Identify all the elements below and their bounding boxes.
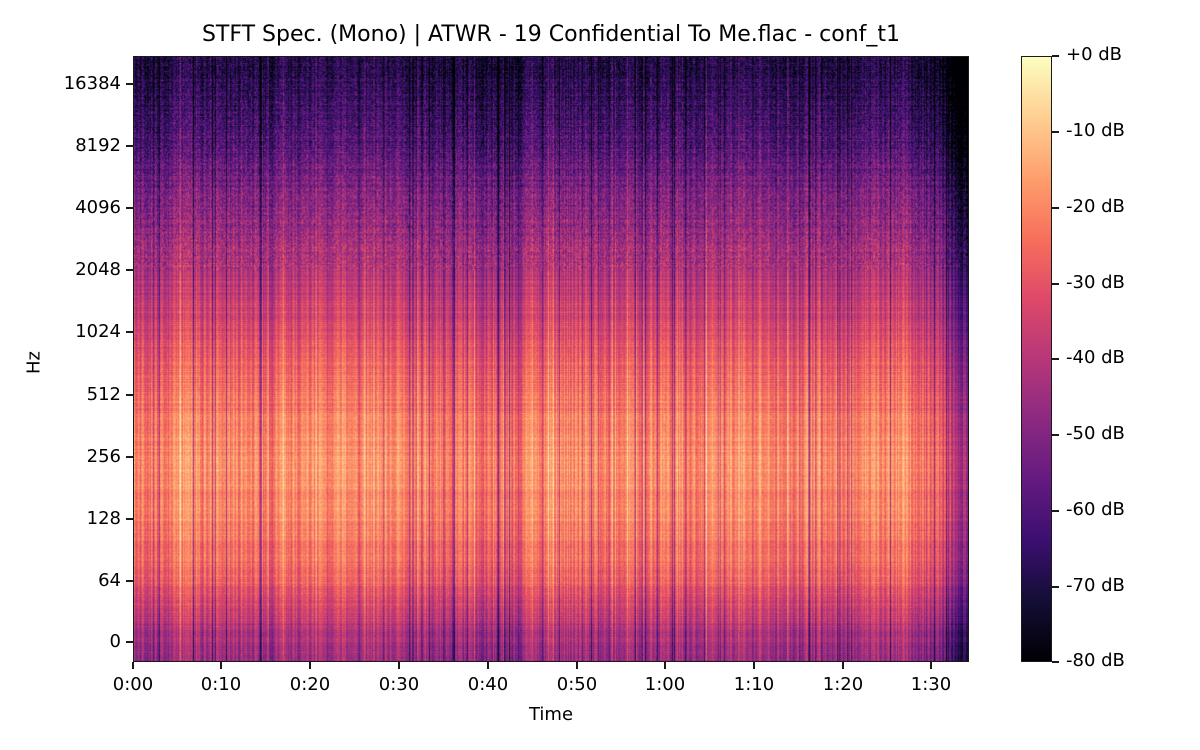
y-tick-label: 64 (98, 570, 121, 591)
y-tick-mark (126, 641, 133, 643)
spectrogram-image (134, 57, 968, 661)
x-tick-label: 0:20 (289, 674, 331, 695)
y-tick-label: 16384 (63, 73, 121, 94)
y-tick-mark (126, 207, 133, 209)
y-tick-mark (126, 518, 133, 520)
x-tick-label: 0:30 (378, 674, 420, 695)
colorbar-tick-mark (1052, 661, 1059, 663)
x-tick-mark (398, 662, 400, 669)
colorbar-tick-label: -20 dB (1066, 196, 1125, 217)
y-tick-label: 2048 (75, 259, 121, 280)
x-tick-mark (487, 662, 489, 669)
y-tick-mark (126, 331, 133, 333)
y-tick-label: 4096 (75, 197, 121, 218)
x-tick-label: 1:20 (822, 674, 864, 695)
y-axis-label: Hz (23, 351, 45, 374)
chart-title: STFT Spec. (Mono) | ATWR - 19 Confidenti… (201, 22, 901, 47)
y-tick-label: 512 (86, 384, 121, 405)
x-tick-mark (664, 662, 666, 669)
y-tick-label: 256 (86, 446, 121, 467)
colorbar-tick-label: -80 dB (1066, 650, 1125, 671)
colorbar-tick-mark (1052, 131, 1059, 133)
x-tick-label: 0:50 (556, 674, 598, 695)
colorbar-tick-label: -30 dB (1066, 272, 1125, 293)
colorbar-tick-mark (1052, 510, 1059, 512)
x-tick-label: 0:00 (112, 674, 154, 695)
x-tick-mark (753, 662, 755, 669)
x-axis-label: Time (528, 704, 574, 725)
y-tick-label: 128 (86, 508, 121, 529)
colorbar-tick-mark (1052, 434, 1059, 436)
y-tick-mark (126, 580, 133, 582)
y-tick-mark (126, 269, 133, 271)
colorbar (1021, 56, 1052, 662)
x-tick-mark (309, 662, 311, 669)
y-tick-mark (126, 456, 133, 458)
x-tick-mark (132, 662, 134, 669)
colorbar-tick-label: -40 dB (1066, 347, 1125, 368)
x-tick-label: 0:40 (467, 674, 509, 695)
x-tick-mark (930, 662, 932, 669)
x-tick-label: 0:10 (200, 674, 242, 695)
colorbar-tick-label: -60 dB (1066, 499, 1125, 520)
x-tick-label: 1:10 (733, 674, 775, 695)
colorbar-tick-mark (1052, 283, 1059, 285)
x-tick-mark (220, 662, 222, 669)
colorbar-tick-label: -10 dB (1066, 120, 1125, 141)
x-tick-mark (576, 662, 578, 669)
y-tick-label: 0 (109, 631, 121, 652)
y-tick-mark (126, 394, 133, 396)
y-tick-label: 1024 (75, 321, 121, 342)
colorbar-tick-mark (1052, 207, 1059, 209)
colorbar-tick-label: +0 dB (1066, 44, 1123, 65)
x-tick-label: 1:30 (910, 674, 952, 695)
colorbar-tick-mark (1052, 55, 1059, 57)
x-tick-label: 1:00 (644, 674, 686, 695)
colorbar-tick-mark (1052, 358, 1059, 360)
colorbar-tick-mark (1052, 586, 1059, 588)
x-tick-mark (842, 662, 844, 669)
y-tick-mark (126, 83, 133, 85)
y-tick-mark (126, 145, 133, 147)
y-tick-label: 8192 (75, 135, 121, 156)
spectrogram-plot (133, 56, 969, 662)
colorbar-tick-label: -70 dB (1066, 575, 1125, 596)
colorbar-tick-label: -50 dB (1066, 423, 1125, 444)
